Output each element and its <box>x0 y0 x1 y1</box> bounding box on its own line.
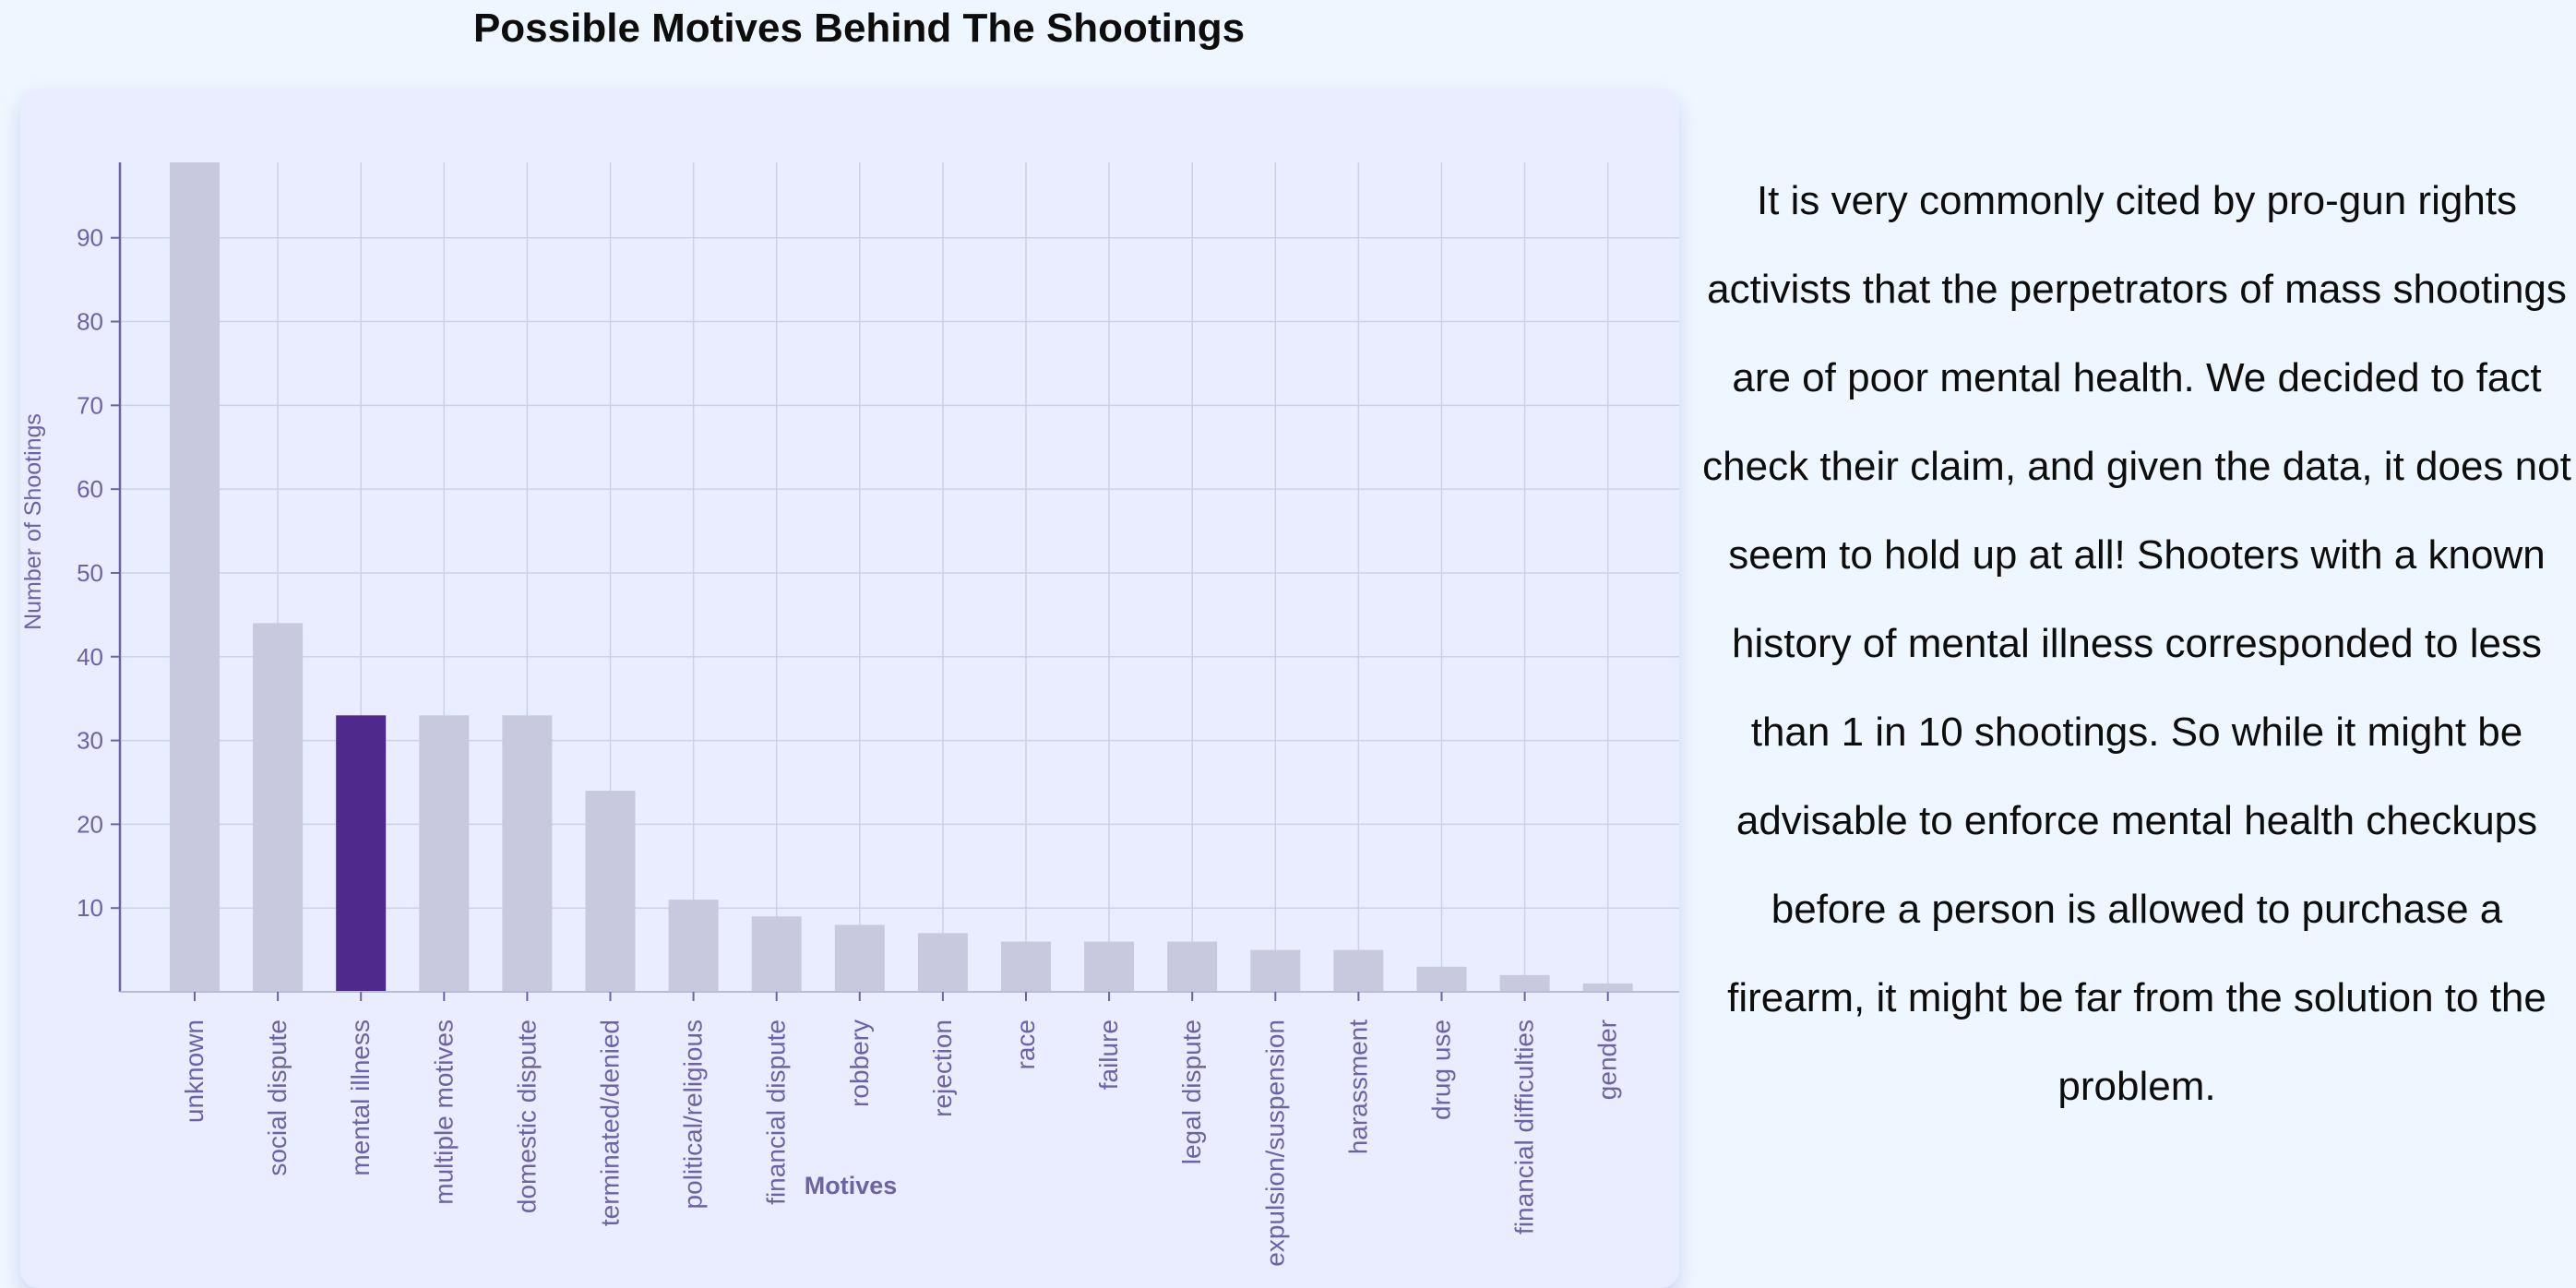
y-tick-label: 10 <box>77 894 103 922</box>
bar <box>668 900 719 992</box>
y-tick-label: 40 <box>77 643 103 671</box>
bar <box>336 715 387 992</box>
explanation-paragraph: It is very commonly cited by pro-gun rig… <box>1702 178 2571 1109</box>
bar <box>502 715 553 992</box>
x-tick-label: terminated/denied <box>596 1020 625 1226</box>
bar <box>170 162 220 992</box>
y-axis-title: Number of Shootings <box>20 413 46 630</box>
bar <box>1250 949 1301 992</box>
x-tick-label: gender <box>1593 1020 1622 1100</box>
y-tick-label: 60 <box>77 475 103 503</box>
y-tick-label: 80 <box>77 308 103 336</box>
chart-card: 10 20 30 40 50 60 70 80 90 unknown social dispute m… <box>20 89 1679 1288</box>
bar <box>253 623 304 992</box>
x-tick-label: harassment <box>1343 1020 1372 1155</box>
y-tick-label: 70 <box>77 391 103 419</box>
bar <box>1333 949 1384 992</box>
x-tick-label: financial difficulties <box>1510 1020 1539 1234</box>
bar <box>1582 983 1633 992</box>
y-tick-label: 50 <box>77 559 103 587</box>
x-axis-title: Motives <box>805 1172 898 1199</box>
bar <box>834 924 885 992</box>
x-tick-label: failure <box>1094 1020 1123 1090</box>
x-tick-label: robbery <box>845 1020 874 1107</box>
chart-title: Possible Motives Behind The Shootings <box>472 6 1246 51</box>
x-tick-label: race <box>1011 1020 1040 1069</box>
x-tick-label: domestic dispute <box>512 1020 541 1213</box>
x-tick-label: political/religious <box>679 1020 708 1209</box>
y-tick-label: 20 <box>77 810 103 838</box>
y-tick-label: 90 <box>77 224 103 252</box>
y-tick-label: 30 <box>77 727 103 755</box>
x-tick-label: mental illness <box>346 1020 375 1176</box>
bar <box>419 715 470 992</box>
x-tick-label: multiple motives <box>429 1020 458 1205</box>
bar <box>1167 941 1218 992</box>
bar-chart: 10 20 30 40 50 60 70 80 90 unknown social dispute m… <box>20 162 1679 1267</box>
x-tick-label: financial dispute <box>762 1020 791 1205</box>
bar <box>1001 941 1051 992</box>
bar <box>585 791 636 992</box>
x-tick-label: unknown <box>180 1020 209 1123</box>
x-tick-label: drug use <box>1427 1020 1456 1120</box>
bar <box>1499 974 1550 992</box>
x-tick-label: social dispute <box>263 1020 292 1176</box>
x-tick-label: expulsion/suspension <box>1260 1020 1289 1267</box>
x-tick-label: rejection <box>928 1020 957 1117</box>
bar <box>1084 941 1135 992</box>
bar <box>917 933 968 992</box>
bar <box>1416 966 1467 992</box>
bar <box>751 916 802 992</box>
x-tick-label: legal dispute <box>1177 1020 1206 1164</box>
